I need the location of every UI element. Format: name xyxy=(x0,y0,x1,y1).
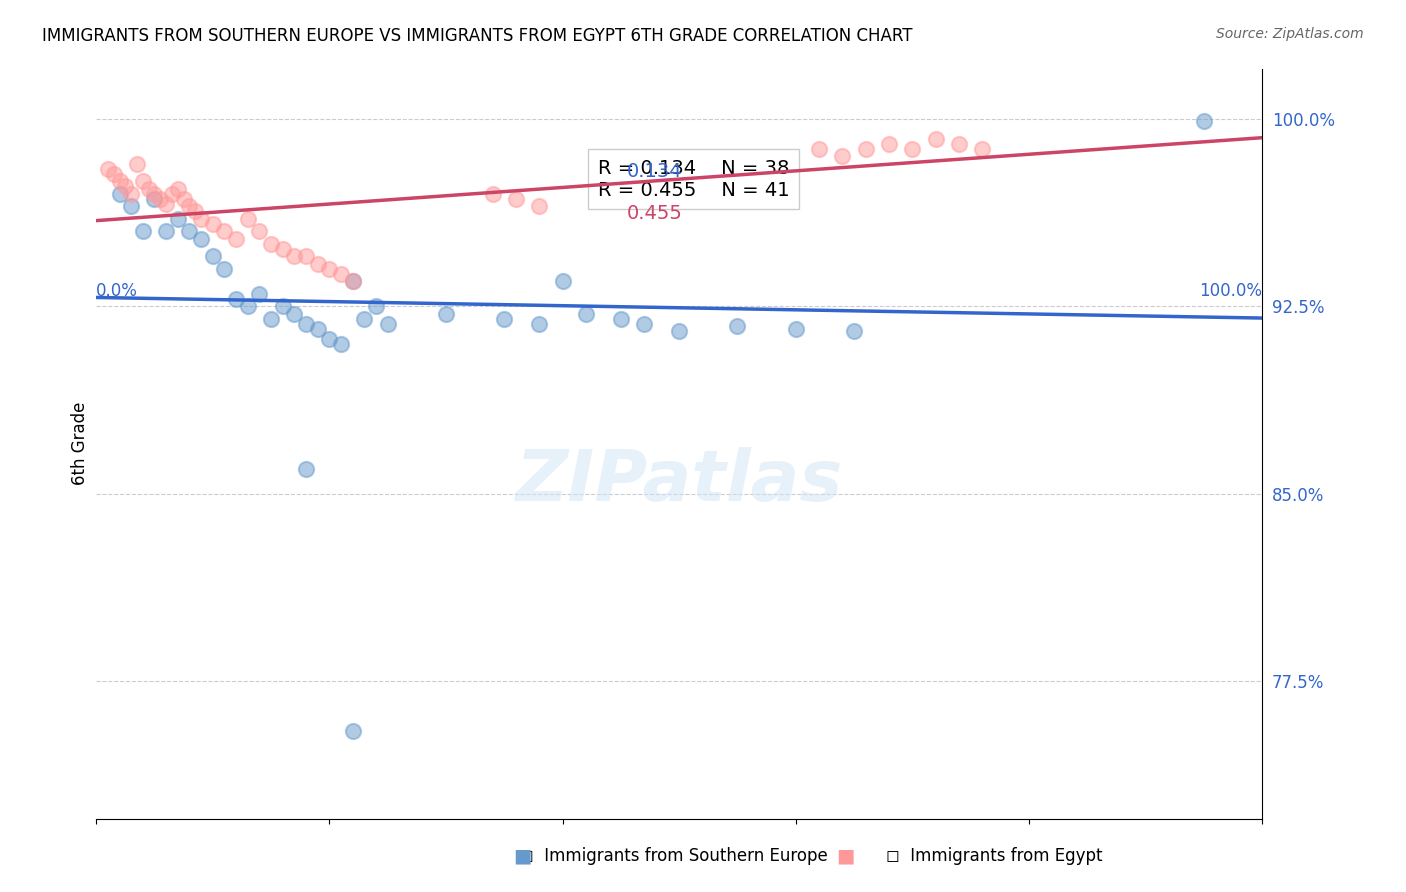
Point xyxy=(103,167,125,181)
Point xyxy=(184,204,207,219)
Point xyxy=(330,267,353,281)
Point xyxy=(108,174,131,188)
Point xyxy=(225,231,247,245)
Text: R = 0.134    N = 38
R = 0.455    N = 41: R = 0.134 N = 38 R = 0.455 N = 41 xyxy=(598,159,789,200)
Point xyxy=(972,142,994,156)
Point xyxy=(214,261,236,276)
Point xyxy=(236,211,259,226)
Point xyxy=(551,274,574,288)
Point xyxy=(160,186,183,201)
Point xyxy=(271,299,294,313)
Point xyxy=(155,224,177,238)
Point xyxy=(143,192,166,206)
Point xyxy=(831,149,853,163)
Point xyxy=(179,224,201,238)
Point xyxy=(97,161,120,176)
Point xyxy=(529,199,551,213)
Point xyxy=(342,724,364,739)
Text: IMMIGRANTS FROM SOUTHERN EUROPE VS IMMIGRANTS FROM EGYPT 6TH GRADE CORRELATION C: IMMIGRANTS FROM SOUTHERN EUROPE VS IMMIG… xyxy=(42,27,912,45)
Point xyxy=(364,299,387,313)
Point xyxy=(120,199,142,213)
Point xyxy=(283,249,305,263)
Point xyxy=(201,249,224,263)
Text: 0.134: 0.134 xyxy=(627,162,682,181)
Point xyxy=(173,192,195,206)
Point xyxy=(295,461,318,475)
Point xyxy=(120,186,142,201)
Point xyxy=(125,156,148,170)
Point xyxy=(610,311,633,326)
Point xyxy=(247,286,270,301)
Text: Source: ZipAtlas.com: Source: ZipAtlas.com xyxy=(1216,27,1364,41)
Point xyxy=(236,299,259,313)
Point xyxy=(307,256,329,270)
Point xyxy=(190,231,212,245)
Point xyxy=(271,242,294,256)
Point xyxy=(529,317,551,331)
Point xyxy=(855,142,877,156)
Point xyxy=(725,319,748,334)
Point xyxy=(247,224,270,238)
Point xyxy=(132,174,155,188)
Point xyxy=(1192,114,1215,128)
Text: ■: ■ xyxy=(837,847,855,866)
Point xyxy=(190,211,212,226)
Point xyxy=(785,321,807,335)
Point xyxy=(179,199,201,213)
Point xyxy=(166,211,188,226)
Text: 100.0%: 100.0% xyxy=(1199,282,1263,301)
Point xyxy=(318,332,340,346)
Point xyxy=(668,324,690,338)
Y-axis label: 6th Grade: 6th Grade xyxy=(72,402,89,485)
Point xyxy=(575,307,598,321)
Point xyxy=(201,217,224,231)
Point xyxy=(434,307,457,321)
Point xyxy=(260,236,283,251)
Point xyxy=(342,274,364,288)
Text: ◻  Immigrants from Southern Europe: ◻ Immigrants from Southern Europe xyxy=(520,847,828,865)
Point xyxy=(114,179,136,194)
Text: 0.455: 0.455 xyxy=(627,203,682,222)
Point xyxy=(260,311,283,326)
Point xyxy=(842,324,865,338)
Point xyxy=(225,292,247,306)
Point xyxy=(155,196,177,211)
Point xyxy=(295,249,318,263)
Point xyxy=(132,224,155,238)
Point xyxy=(108,186,131,201)
Point xyxy=(808,142,831,156)
Point xyxy=(505,192,527,206)
Point xyxy=(633,317,655,331)
Point xyxy=(377,317,399,331)
Point xyxy=(877,136,900,151)
Point xyxy=(353,311,375,326)
Point xyxy=(143,186,166,201)
Point xyxy=(924,131,946,145)
Text: ◻  Immigrants from Egypt: ◻ Immigrants from Egypt xyxy=(886,847,1102,865)
Point xyxy=(149,192,172,206)
Point xyxy=(330,336,353,351)
Point xyxy=(295,317,318,331)
Text: ■: ■ xyxy=(513,847,531,866)
Text: ZIPatlas: ZIPatlas xyxy=(516,447,842,516)
Point xyxy=(166,181,188,195)
Point xyxy=(342,274,364,288)
Point xyxy=(307,321,329,335)
Point xyxy=(283,307,305,321)
Point xyxy=(481,186,503,201)
Point xyxy=(901,142,924,156)
Point xyxy=(318,261,340,276)
Text: 0.0%: 0.0% xyxy=(96,282,138,301)
Point xyxy=(214,224,236,238)
Point xyxy=(948,136,970,151)
Point xyxy=(494,311,516,326)
Point xyxy=(138,181,160,195)
